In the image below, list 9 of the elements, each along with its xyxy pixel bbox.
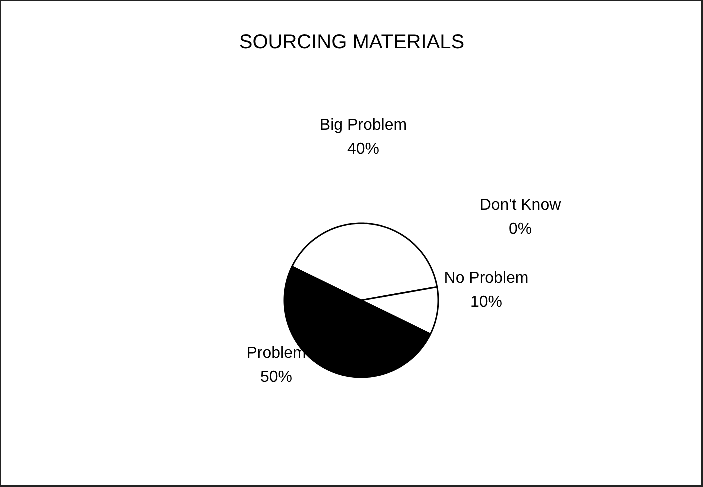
data-label: 40%	[347, 141, 380, 158]
slice-label: Big Problem	[320, 117, 408, 134]
slice-label: Problem	[246, 345, 306, 362]
chart-title: SOURCING MATERIALS	[239, 32, 465, 54]
slice-label: No Problem	[444, 270, 529, 287]
data-label: 10%	[470, 294, 503, 311]
text: 0%	[508, 221, 532, 238]
data-label: 50%	[260, 369, 293, 386]
category-label: Don't Know	[480, 197, 562, 214]
